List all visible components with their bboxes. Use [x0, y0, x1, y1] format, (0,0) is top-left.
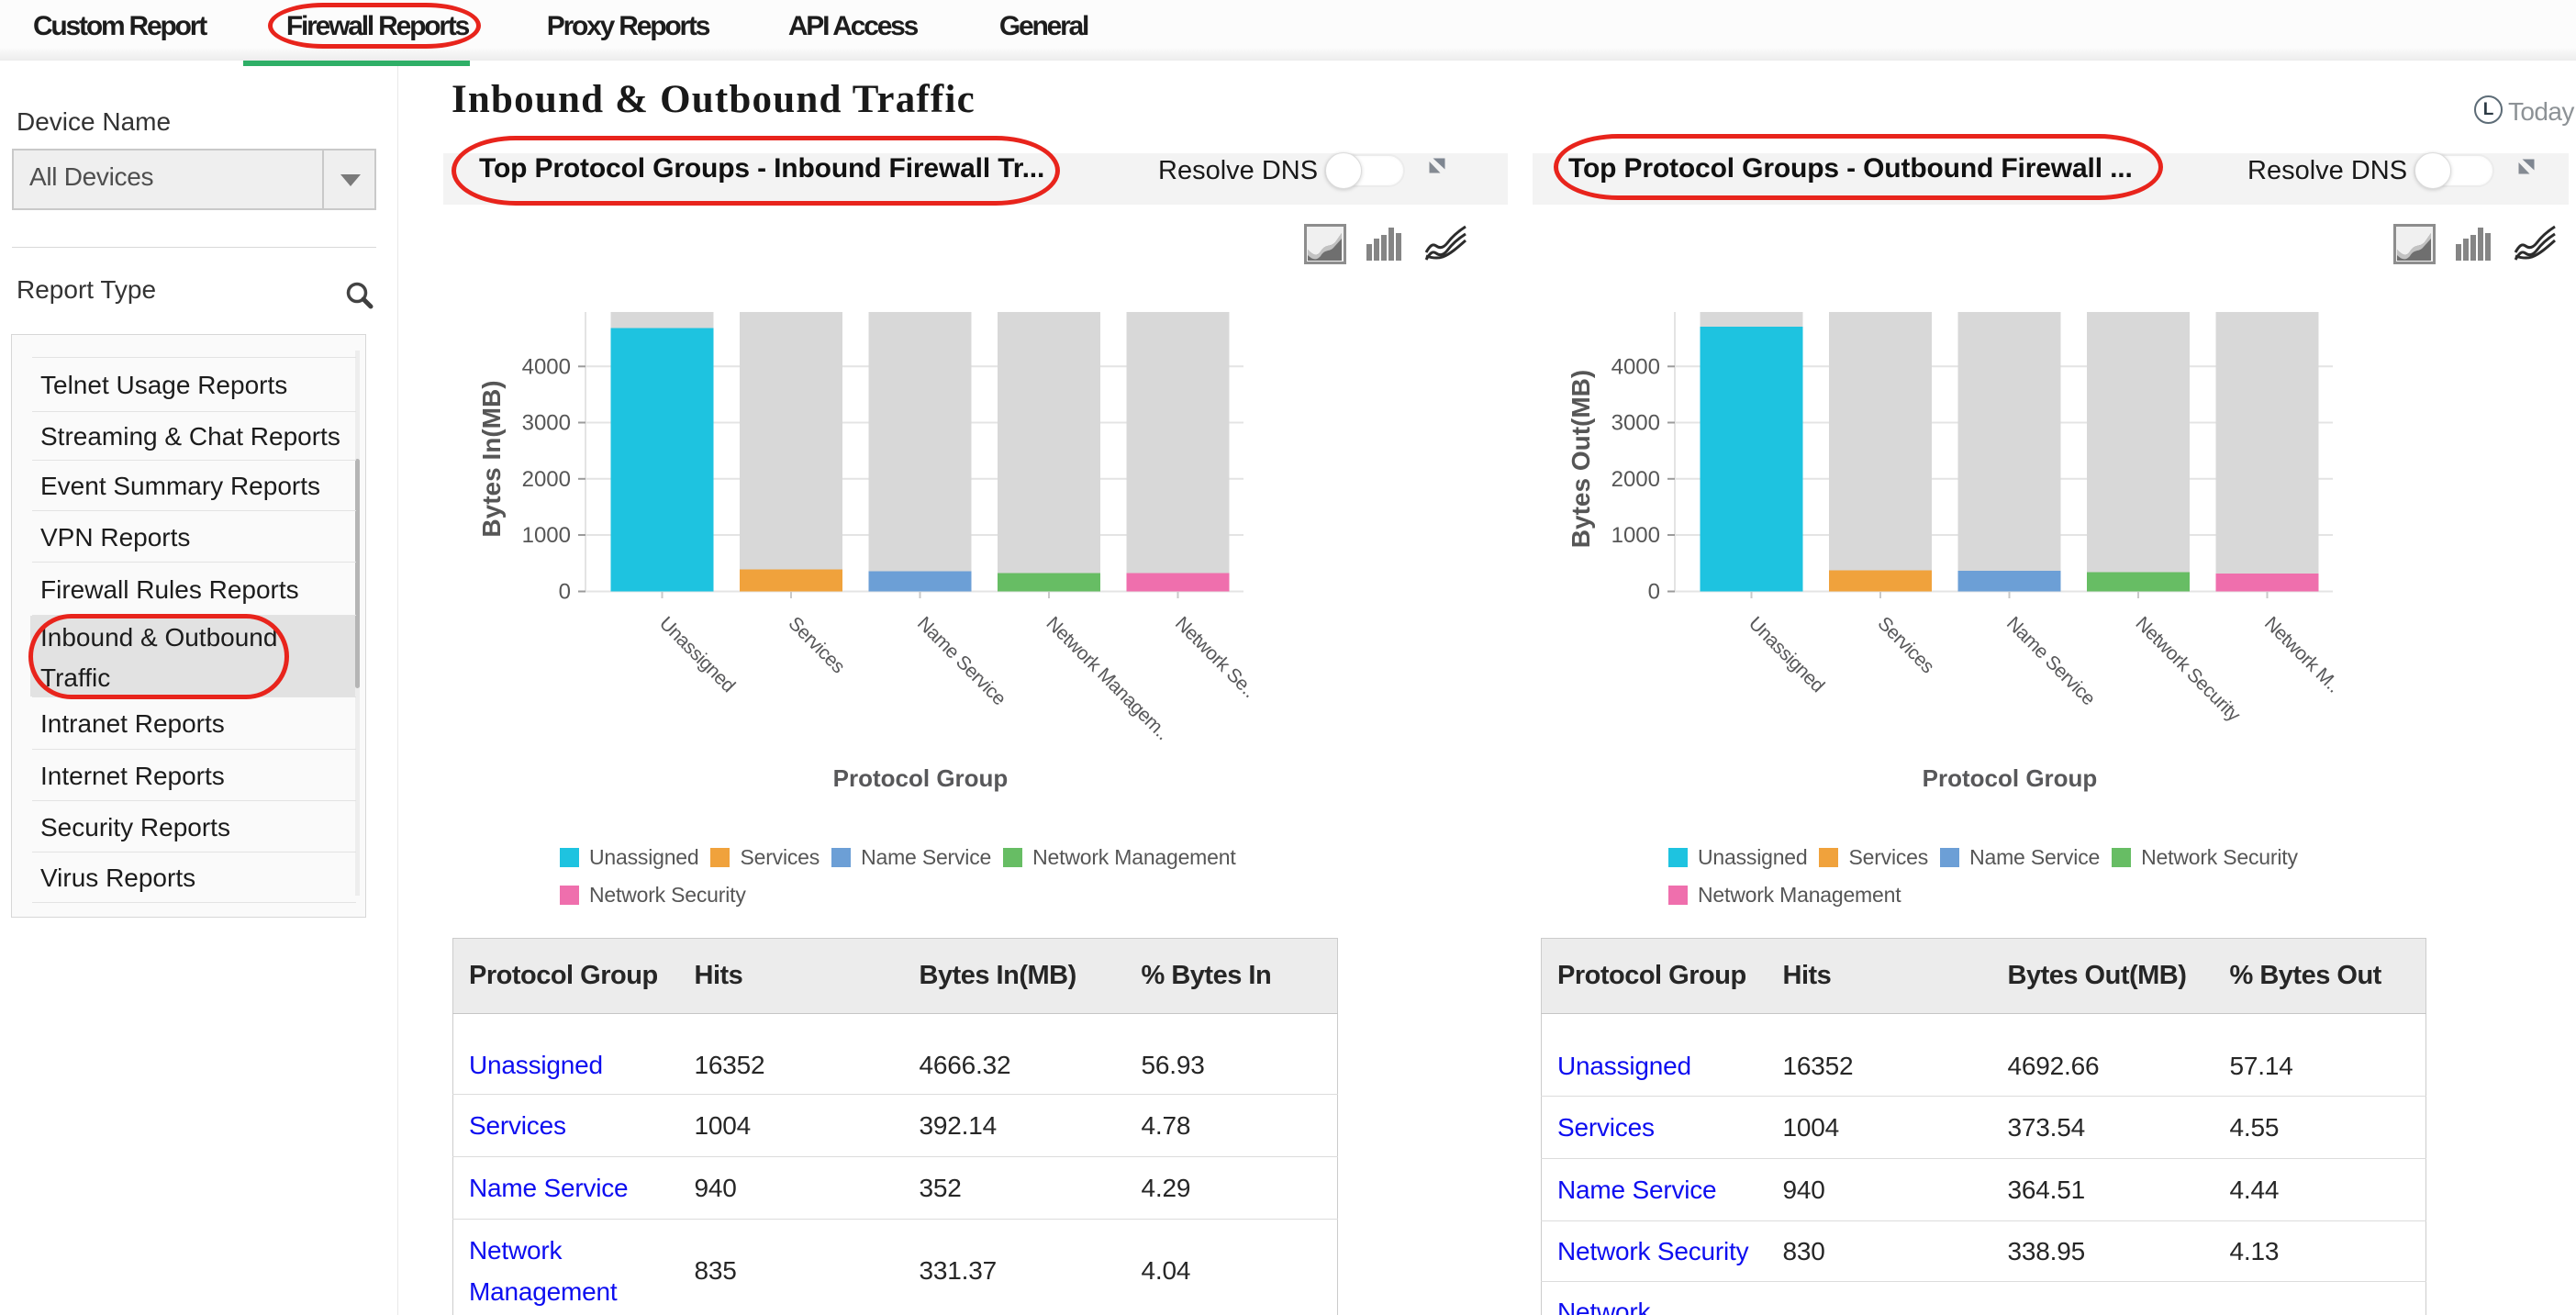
svg-text:Network Security: Network Security: [2131, 613, 2245, 727]
svg-text:Unassigned: Unassigned: [655, 613, 739, 697]
svg-text:0: 0: [1648, 580, 1660, 605]
svg-text:1000: 1000: [522, 523, 571, 548]
svg-text:2000: 2000: [1611, 467, 1660, 492]
svg-text:Bytes Out(MB): Bytes Out(MB): [1567, 370, 1595, 548]
svg-text:Services: Services: [784, 613, 848, 677]
svg-text:Services: Services: [1873, 613, 1937, 677]
svg-text:3000: 3000: [1611, 411, 1660, 436]
svg-text:4000: 4000: [1611, 354, 1660, 379]
svg-text:Protocol Group: Protocol Group: [833, 764, 1009, 792]
svg-text:Protocol Group: Protocol Group: [1923, 764, 2098, 792]
svg-text:Name Service: Name Service: [913, 613, 1009, 709]
svg-text:1000: 1000: [1611, 523, 1660, 548]
svg-text:0: 0: [559, 580, 571, 605]
svg-text:3000: 3000: [522, 411, 571, 436]
svg-text:4000: 4000: [522, 354, 571, 379]
svg-text:2000: 2000: [522, 467, 571, 492]
svg-text:Network M..: Network M..: [2260, 613, 2345, 697]
svg-text:Unassigned: Unassigned: [1745, 613, 1828, 697]
svg-text:Name Service: Name Service: [2002, 613, 2099, 709]
svg-text:Network Managem..: Network Managem..: [1042, 613, 1173, 744]
svg-text:Bytes In(MB): Bytes In(MB): [477, 380, 506, 537]
svg-text:Network Se..: Network Se..: [1171, 613, 1260, 702]
